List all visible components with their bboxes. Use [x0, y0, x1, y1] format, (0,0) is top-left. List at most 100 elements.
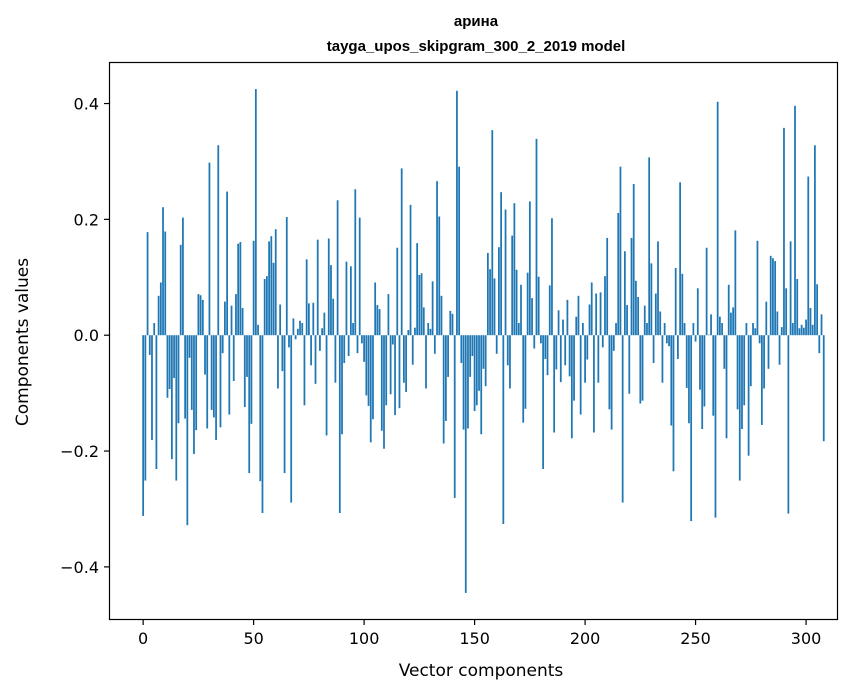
- bar-57: [268, 241, 270, 336]
- bar-191: [564, 335, 567, 366]
- bar-223: [635, 280, 637, 336]
- bar-162: [500, 192, 503, 336]
- bar-296: [796, 279, 799, 336]
- bar-289: [780, 327, 783, 336]
- x-tick-label-0: 0: [138, 629, 148, 648]
- bar-66: [288, 335, 290, 348]
- x-axis-ticks: 0 50 100 150 200 250 300: [138, 619, 821, 648]
- bars-group: [142, 89, 825, 593]
- bar-228: [646, 323, 648, 336]
- bar-38: [226, 191, 228, 336]
- bar-164: [504, 209, 507, 336]
- bar-248: [690, 335, 693, 522]
- bar-52: [257, 324, 259, 336]
- bar-64: [283, 335, 286, 474]
- bar-13: [170, 335, 173, 460]
- bar-195: [573, 335, 575, 401]
- bar-262: [721, 323, 723, 336]
- bar-281: [763, 335, 765, 389]
- bar-145: [462, 335, 465, 430]
- bar-119: [405, 335, 407, 392]
- bar-269: [736, 335, 739, 410]
- bar-91: [343, 335, 346, 364]
- bar-301: [807, 176, 810, 336]
- bar-196: [575, 316, 578, 336]
- y-tick-label-4: 0.4: [74, 95, 99, 114]
- bar-51: [254, 89, 257, 336]
- bar-11: [166, 335, 169, 398]
- bar-194: [570, 335, 573, 439]
- bar-189: [559, 335, 562, 383]
- bar-44: [239, 241, 242, 336]
- bar-158: [491, 130, 494, 336]
- bar-65: [285, 217, 288, 336]
- bar-230: [650, 263, 653, 336]
- bar-163: [502, 335, 505, 525]
- bar-275: [749, 335, 752, 387]
- bar-270: [738, 335, 741, 481]
- bar-72: [301, 323, 304, 336]
- bar-133: [436, 181, 438, 336]
- bar-259: [714, 335, 717, 518]
- bar-22: [190, 335, 193, 410]
- bar-67: [290, 335, 293, 503]
- bar-173: [524, 335, 527, 409]
- bar-74: [305, 259, 308, 336]
- bar-220: [628, 335, 631, 394]
- bar-71: [299, 320, 301, 336]
- bar-179: [537, 276, 540, 336]
- bar-279: [758, 335, 761, 344]
- bar-55: [263, 279, 266, 336]
- bar-240: [672, 335, 675, 472]
- bar-149: [471, 335, 474, 357]
- y-tick-label-3: 0.2: [74, 210, 99, 229]
- bar-136: [442, 335, 445, 444]
- bar-45: [241, 307, 244, 336]
- bar-61: [277, 335, 279, 389]
- bar-157: [489, 269, 491, 336]
- bar-95: [352, 323, 354, 336]
- bar-23: [193, 335, 195, 454]
- bar-92: [345, 261, 348, 336]
- bar-214: [615, 323, 617, 336]
- x-tick-label-150: 150: [459, 629, 490, 648]
- bar-56: [266, 276, 268, 336]
- bar-160: [495, 335, 498, 354]
- bar-6: [155, 335, 158, 469]
- bar-107: [378, 309, 381, 336]
- bar-53: [259, 335, 262, 482]
- bar-40: [230, 305, 233, 336]
- bar-177: [533, 335, 536, 349]
- bar-280: [760, 335, 763, 425]
- x-tick-label-300: 300: [791, 629, 822, 648]
- bar-115: [396, 247, 399, 336]
- bar-88: [336, 200, 339, 336]
- bar-272: [743, 335, 746, 406]
- bar-253: [701, 335, 704, 430]
- bar-98: [358, 217, 361, 336]
- bar-180: [540, 335, 542, 344]
- bar-123: [414, 327, 416, 336]
- bar-168: [513, 203, 516, 336]
- bar-219: [626, 305, 628, 336]
- bar-175: [528, 201, 531, 336]
- bar-3: [148, 335, 151, 355]
- bar-150: [473, 335, 476, 412]
- bar-89: [338, 335, 341, 514]
- bar-2: [146, 232, 149, 336]
- bar-97: [356, 335, 359, 354]
- bar-32: [212, 335, 215, 418]
- bar-14: [173, 335, 175, 379]
- bar-227: [643, 305, 646, 336]
- bar-18: [182, 217, 184, 336]
- bar-244: [681, 273, 684, 336]
- bar-131: [431, 281, 434, 336]
- bar-154: [482, 335, 485, 369]
- bar-224: [637, 296, 640, 336]
- bar-169: [515, 269, 518, 336]
- bar-70: [296, 328, 299, 336]
- bar-216: [619, 166, 622, 336]
- bar-99: [361, 335, 363, 344]
- bar-299: [802, 327, 805, 336]
